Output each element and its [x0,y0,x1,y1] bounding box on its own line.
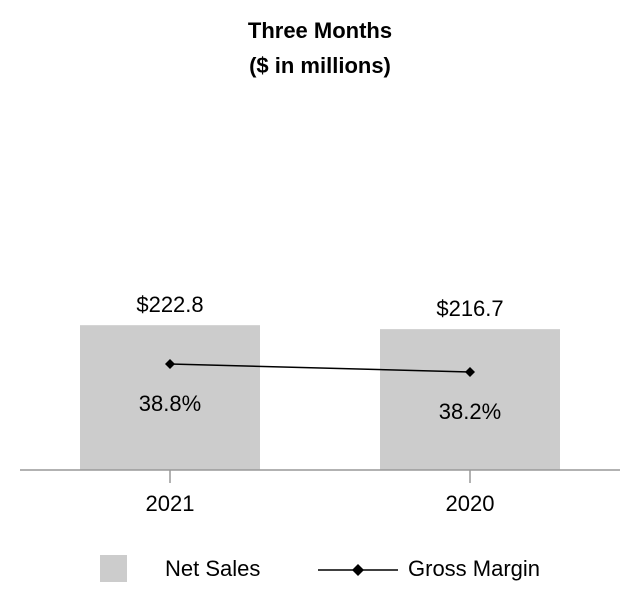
chart-title: Three Months [247,18,393,43]
gross-margin-point-2020 [465,366,475,377]
x-tick-label-2020: 2020 [446,491,495,516]
chart-subtitle: ($ in millions) [249,53,391,78]
legend-label-net-sales: Net Sales [165,556,261,581]
bar-net-sales-2021 [80,325,260,470]
gross-margin-label-2020: 38.2% [439,399,501,424]
legend-swatch-net-sales [100,555,127,582]
gross-margin-label-2021: 38.8% [139,391,201,416]
x-tick-label-2021: 2021 [146,491,195,516]
bar-value-label-2021: $222.8 [136,292,203,317]
legend-line-gross-margin [318,564,398,576]
gross-margin-point-2021 [165,359,175,369]
legend-label-gross-margin: Gross Margin [408,556,541,581]
bar-net-sales-2020 [380,329,560,470]
gross-margin-line [169,363,471,373]
bar-value-label-2020: $216.7 [436,296,503,321]
